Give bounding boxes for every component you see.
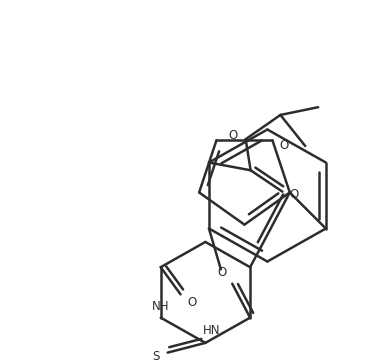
Text: NH: NH bbox=[152, 300, 169, 313]
Text: HN: HN bbox=[203, 324, 220, 337]
Text: O: O bbox=[188, 296, 197, 309]
Text: O: O bbox=[290, 188, 299, 201]
Text: O: O bbox=[218, 265, 227, 278]
Text: O: O bbox=[228, 129, 237, 142]
Text: O: O bbox=[280, 139, 289, 152]
Text: S: S bbox=[152, 350, 160, 363]
